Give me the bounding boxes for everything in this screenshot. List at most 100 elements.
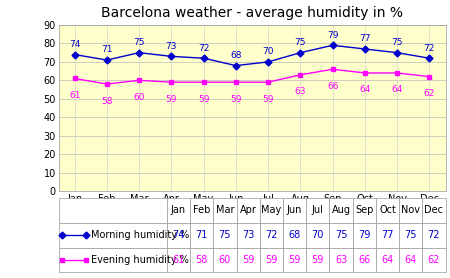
Bar — [260, 198, 283, 223]
Text: 63: 63 — [295, 87, 306, 96]
Text: 77: 77 — [359, 34, 371, 43]
Text: Apr: Apr — [240, 205, 256, 215]
Text: 58: 58 — [101, 96, 112, 106]
Bar — [190, 198, 213, 223]
Text: 58: 58 — [195, 255, 208, 265]
Text: 60: 60 — [219, 255, 231, 265]
Text: 79: 79 — [358, 230, 370, 240]
Text: 62: 62 — [424, 89, 435, 98]
Text: 72: 72 — [265, 230, 278, 240]
Text: Evening humidity %: Evening humidity % — [91, 255, 189, 265]
Text: Mar: Mar — [216, 205, 234, 215]
Bar — [306, 247, 329, 272]
Text: 59: 59 — [242, 255, 254, 265]
Bar — [167, 247, 190, 272]
Text: 75: 75 — [405, 230, 417, 240]
Bar — [399, 223, 422, 247]
Bar — [283, 198, 306, 223]
Text: 75: 75 — [219, 230, 231, 240]
Bar — [260, 223, 283, 247]
Bar — [283, 223, 306, 247]
Bar — [329, 223, 353, 247]
Text: Jul: Jul — [312, 205, 324, 215]
Text: 73: 73 — [242, 230, 254, 240]
Text: 75: 75 — [335, 230, 347, 240]
Text: Jun: Jun — [287, 205, 302, 215]
Text: 68: 68 — [230, 51, 242, 60]
Bar — [353, 223, 376, 247]
Text: 74: 74 — [172, 230, 184, 240]
Text: 62: 62 — [428, 255, 440, 265]
Title: Barcelona weather - average humidity in %: Barcelona weather - average humidity in … — [101, 6, 403, 20]
Text: Oct: Oct — [379, 205, 396, 215]
Bar — [58, 198, 167, 223]
Text: 66: 66 — [358, 255, 370, 265]
Text: Dec: Dec — [424, 205, 443, 215]
Text: Sep: Sep — [355, 205, 374, 215]
Bar — [399, 198, 422, 223]
Bar — [213, 198, 237, 223]
Text: 74: 74 — [69, 40, 80, 49]
Text: 79: 79 — [327, 31, 338, 40]
Bar — [376, 223, 399, 247]
Text: Morning humidity %: Morning humidity % — [91, 230, 189, 240]
Bar — [237, 223, 260, 247]
Text: 61: 61 — [69, 91, 81, 100]
Bar — [329, 247, 353, 272]
Text: 63: 63 — [335, 255, 347, 265]
Bar — [260, 247, 283, 272]
Text: Aug: Aug — [332, 205, 351, 215]
Text: 71: 71 — [101, 46, 112, 54]
Text: 59: 59 — [265, 255, 278, 265]
Bar — [58, 223, 167, 247]
Text: Feb: Feb — [193, 205, 211, 215]
Text: 59: 59 — [166, 95, 177, 104]
Text: 72: 72 — [424, 44, 435, 53]
Text: 71: 71 — [195, 230, 208, 240]
Bar — [190, 223, 213, 247]
Bar — [237, 198, 260, 223]
Bar — [376, 247, 399, 272]
Text: 60: 60 — [133, 93, 145, 102]
Text: May: May — [261, 205, 282, 215]
Bar — [399, 247, 422, 272]
Bar — [353, 247, 376, 272]
Bar — [283, 247, 306, 272]
Bar — [237, 247, 260, 272]
Text: 70: 70 — [262, 47, 274, 56]
Bar — [306, 223, 329, 247]
Text: Jan: Jan — [171, 205, 186, 215]
Text: 72: 72 — [428, 230, 440, 240]
Text: 59: 59 — [288, 255, 301, 265]
Text: 75: 75 — [392, 38, 403, 47]
Text: 73: 73 — [166, 42, 177, 51]
Bar — [329, 198, 353, 223]
Text: 70: 70 — [311, 230, 324, 240]
Text: 59: 59 — [230, 95, 242, 104]
Bar — [213, 223, 237, 247]
Bar — [376, 198, 399, 223]
Bar — [167, 223, 190, 247]
Text: 64: 64 — [405, 255, 417, 265]
Bar — [58, 247, 167, 272]
Text: 75: 75 — [295, 38, 306, 47]
Text: 77: 77 — [381, 230, 394, 240]
Bar — [422, 223, 446, 247]
Bar — [353, 198, 376, 223]
Text: Nov: Nov — [401, 205, 420, 215]
Text: 75: 75 — [133, 38, 145, 47]
Text: 64: 64 — [359, 85, 370, 95]
Bar — [167, 198, 190, 223]
Bar — [422, 198, 446, 223]
Text: 72: 72 — [198, 44, 209, 53]
Bar — [190, 247, 213, 272]
Text: 66: 66 — [327, 82, 338, 91]
Text: 59: 59 — [262, 95, 274, 104]
Text: 59: 59 — [311, 255, 324, 265]
Bar — [213, 247, 237, 272]
Bar — [422, 247, 446, 272]
Text: 64: 64 — [392, 85, 403, 95]
Text: 59: 59 — [198, 95, 209, 104]
Text: 64: 64 — [381, 255, 394, 265]
Text: 61: 61 — [172, 255, 184, 265]
